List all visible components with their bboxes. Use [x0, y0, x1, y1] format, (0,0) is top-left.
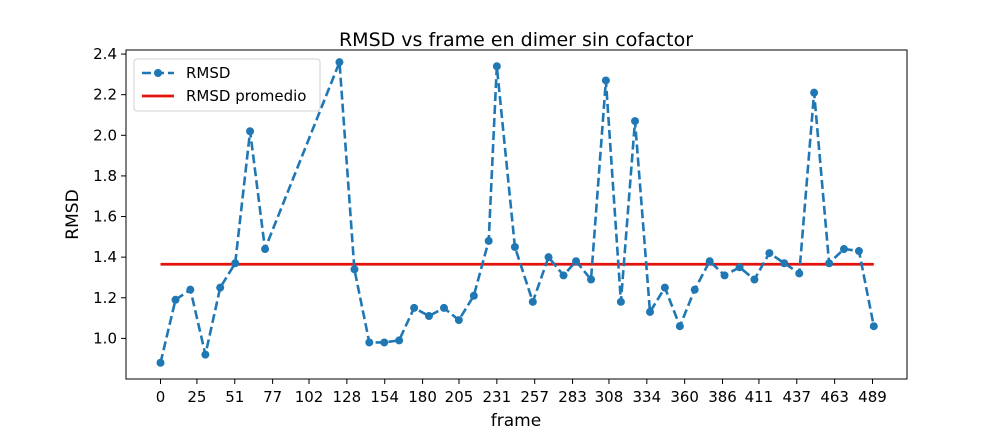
rmsd-data-point: [601, 76, 610, 85]
x-tick-label: 489: [858, 388, 887, 406]
rmsd-data-point: [350, 265, 359, 274]
legend-label-average: RMSD promedio: [186, 87, 306, 105]
x-tick-label: 205: [445, 388, 474, 406]
y-tick-label: 1.4: [93, 248, 117, 266]
rmsd-data-point: [839, 245, 848, 254]
rmsd-data-point: [469, 291, 478, 300]
rmsd-data-point: [559, 271, 568, 280]
x-tick-label: 77: [263, 388, 282, 406]
rmsd-data-point: [335, 58, 344, 67]
rmsd-data-point: [395, 336, 404, 345]
rmsd-data-point: [454, 316, 463, 325]
rmsd-data-point: [854, 247, 863, 256]
legend: RMSD RMSD promedio: [133, 58, 321, 112]
rmsd-data-point: [410, 303, 419, 312]
y-axis: 1.0 1.2 1.4 1.6 1.8 2.0 2.2 2.4: [93, 45, 126, 347]
rmsd-data-point: [750, 275, 759, 284]
rmsd-data-point: [825, 259, 834, 268]
plot-area-frame: [125, 49, 908, 380]
y-tick-label: 1.8: [93, 167, 117, 185]
rmsd-data-point: [492, 62, 501, 71]
rmsd-data-point: [587, 275, 596, 284]
x-tick-label: 231: [483, 388, 512, 406]
x-tick-label: 360: [670, 388, 699, 406]
rmsd-data-point: [439, 303, 448, 312]
x-tick-label: 308: [595, 388, 624, 406]
x-tick-label: 257: [520, 388, 549, 406]
rmsd-data-point: [365, 338, 374, 347]
rmsd-data-point: [231, 259, 240, 268]
legend-rmsd-marker-swatch: [154, 69, 162, 77]
rmsd-data-point: [380, 338, 389, 347]
x-axis: 0 25 51 77 102 128 154 180 205 231 257 283 308 334 360…: [156, 379, 887, 406]
rmsd-data-point: [646, 307, 655, 316]
rmsd-data-point: [156, 358, 165, 367]
rmsd-series-line: [159, 60, 876, 364]
y-tick-label: 1.0: [93, 329, 117, 347]
rmsd-data-point: [720, 271, 729, 280]
rmsd-data-point: [261, 245, 270, 254]
y-tick-label: 1.2: [93, 289, 117, 307]
x-tick-label: 180: [408, 388, 437, 406]
x-tick-label: 437: [782, 388, 811, 406]
rmsd-data-point: [216, 283, 225, 292]
y-tick-label: 2.4: [93, 45, 117, 63]
rmsd-data-point: [795, 269, 804, 278]
rmsd-data-point: [631, 117, 640, 126]
rmsd-data-point: [484, 236, 493, 245]
rmsd-data-point: [572, 257, 581, 266]
x-tick-label: 102: [295, 388, 324, 406]
rmsd-data-point: [424, 312, 433, 321]
x-tick-label: 51: [225, 388, 244, 406]
legend-label-rmsd: RMSD: [186, 64, 230, 82]
rmsd-data-point: [544, 253, 553, 262]
x-tick-label: 463: [820, 388, 849, 406]
x-tick-label: 283: [558, 388, 587, 406]
rmsd-data-point: [528, 297, 537, 306]
rmsd-data-point: [780, 259, 789, 268]
rmsd-data-point: [690, 285, 699, 294]
x-tick-label: 0: [156, 388, 166, 406]
x-tick-label: 154: [370, 388, 399, 406]
y-tick-label: 2.2: [93, 86, 117, 104]
x-tick-label: 386: [708, 388, 737, 406]
x-tick-label: 411: [745, 388, 774, 406]
rmsd-data-point: [705, 257, 714, 266]
x-axis-label: frame: [491, 411, 541, 431]
x-tick-label: 334: [632, 388, 661, 406]
rmsd-data-point: [869, 322, 878, 331]
rmsd-data-point: [810, 88, 819, 97]
legend-box: [133, 58, 321, 112]
rmsd-data-point: [186, 285, 195, 294]
rmsd-data-point: [660, 283, 669, 292]
rmsd-data-point: [201, 350, 210, 359]
rmsd-data-point: [616, 297, 625, 306]
series-layer: [156, 58, 878, 367]
y-tick-label: 1.6: [93, 208, 117, 226]
rmsd-data-point: [171, 295, 180, 304]
y-axis-label: RMSD: [63, 189, 83, 239]
rmsd-data-point: [675, 322, 684, 331]
rmsd-data-point: [735, 263, 744, 272]
rmsd-data-point: [510, 242, 519, 251]
chart-title: RMSD vs frame en dimer sin cofactor: [339, 29, 693, 51]
rmsd-data-point: [246, 127, 255, 136]
y-tick-label: 2.0: [93, 126, 117, 144]
x-tick-label: 128: [333, 388, 362, 406]
x-tick-label: 25: [187, 388, 206, 406]
rmsd-data-point: [765, 249, 774, 258]
